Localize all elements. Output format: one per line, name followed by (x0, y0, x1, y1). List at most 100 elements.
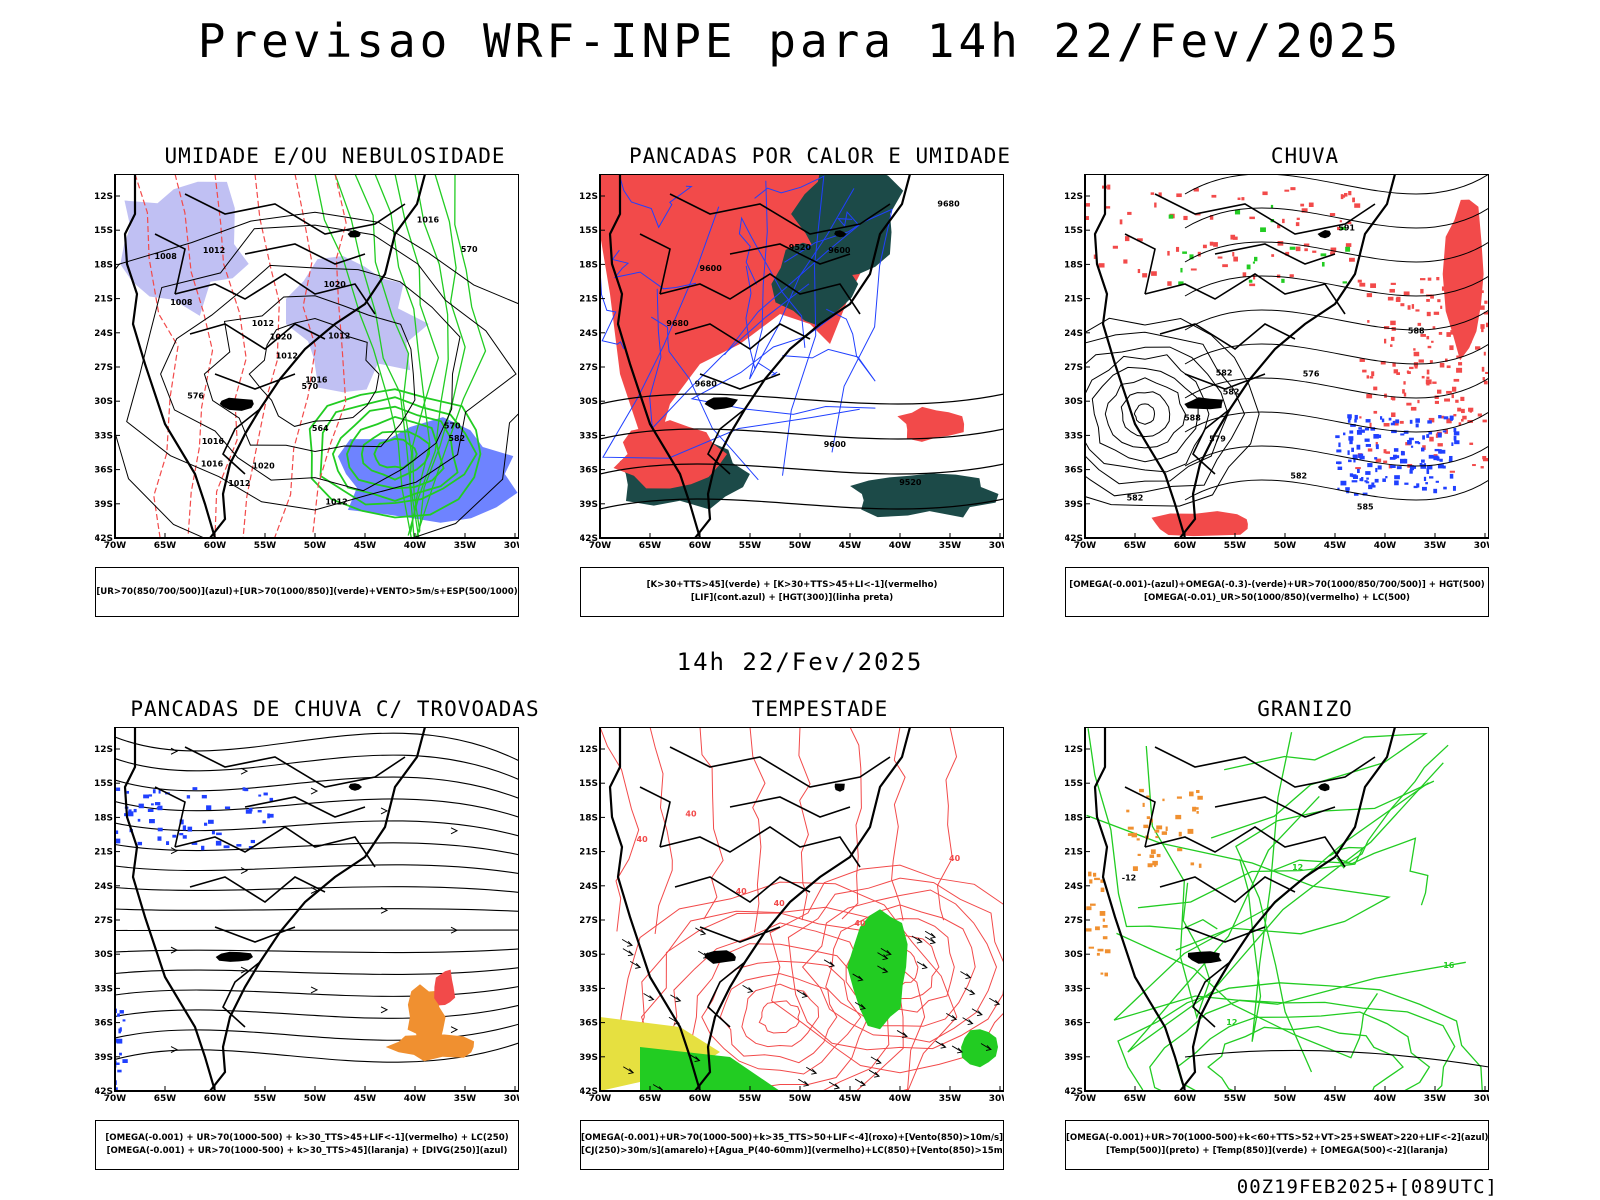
rain-speck (1417, 399, 1420, 404)
border-line (1159, 323, 1296, 350)
divergence-speck (133, 808, 137, 813)
lat-label: 12S (1065, 192, 1083, 202)
rain-speck (1340, 226, 1346, 230)
lat-label: 39S (1065, 1053, 1083, 1063)
omega-speck (1143, 824, 1149, 829)
contour-label: 40 (685, 810, 697, 819)
lon-label: 35W (939, 541, 962, 548)
panel-legend: [OMEGA(-0.001)+UR>70(1000-500)+k>35_TTS>… (580, 1120, 1004, 1170)
geopotential-contour (1120, 391, 1171, 438)
rain-speck (1369, 422, 1372, 428)
rain-speck (1421, 375, 1425, 379)
divergence-speck (182, 835, 187, 839)
rain-speck (1456, 367, 1463, 373)
rain-speck (1361, 429, 1365, 433)
geopotential-contour (1184, 343, 1489, 365)
wind-vector (854, 1078, 867, 1087)
panel-title: PANCADAS POR CALOR E UMIDADE (628, 144, 1011, 168)
lon-label: 40W (889, 541, 912, 548)
border-line (174, 273, 376, 315)
rain-speck (1233, 256, 1238, 262)
divergence-speck (215, 840, 222, 846)
rain-speck (1383, 423, 1390, 427)
rain-speck (1426, 335, 1430, 340)
rain-speck (1455, 399, 1459, 403)
rain-speck (1354, 414, 1358, 420)
rain-speck (1249, 216, 1255, 220)
lon-label: 55W (1224, 541, 1247, 548)
rain-speck (1472, 464, 1476, 467)
coastline (1179, 174, 1397, 538)
lif-contour (745, 265, 778, 376)
rain-speck (1349, 430, 1354, 434)
rain-speck (1453, 413, 1457, 417)
streamline-arrow (450, 926, 459, 934)
rain-speck (1423, 476, 1427, 482)
rain-speck (1450, 330, 1454, 335)
storm-area (407, 984, 446, 1054)
omega-speck (1175, 814, 1182, 820)
lake (834, 230, 847, 238)
rain-speck (1396, 455, 1400, 459)
wind-vector (695, 927, 707, 936)
rain-speck (1366, 375, 1370, 379)
lon-label: 35W (454, 1094, 477, 1101)
pressure-isobar (126, 224, 517, 511)
lat-label: 33S (580, 431, 598, 441)
lon-label: 55W (254, 541, 277, 548)
lon-label: 65W (1124, 541, 1147, 548)
lat-label: 27S (95, 363, 113, 373)
rain-speck (1193, 188, 1199, 192)
rain-speck (1468, 407, 1474, 412)
divergence-speck (115, 1038, 118, 1043)
streamline (115, 1023, 519, 1041)
rain-speck (1449, 473, 1454, 479)
rain-speck (1352, 454, 1358, 460)
rain-speck (1371, 482, 1375, 488)
lc850-contour (699, 727, 724, 920)
rain-speck (1415, 309, 1420, 312)
rain-speck (1359, 478, 1363, 482)
rain-speck (1438, 449, 1442, 454)
lc850-contour (841, 727, 862, 920)
rain-speck (1442, 430, 1447, 433)
rain-speck (1483, 351, 1486, 356)
temp850-contour (1235, 780, 1435, 1073)
instability-area (613, 420, 727, 489)
contour-label: 9520 (789, 243, 812, 252)
divergence-speck (223, 845, 230, 849)
lc850-contour (649, 727, 673, 934)
rain-speck (1461, 408, 1465, 414)
lc850-contour (936, 727, 958, 921)
lc850-contour (801, 889, 998, 1043)
green-contour (308, 388, 482, 519)
omega-speck (1150, 849, 1156, 854)
rain-speck (1381, 418, 1385, 423)
lon-label: 45W (1324, 541, 1347, 548)
lon-label: 30W (504, 541, 519, 548)
rain-speck (1391, 412, 1396, 417)
divergence-speck (143, 794, 150, 799)
wind-vector (935, 1040, 947, 1049)
contour-label: 570 (302, 382, 319, 391)
rain-speck (1429, 476, 1434, 479)
rain-speck (1365, 481, 1370, 484)
rain-speck (1426, 470, 1430, 474)
border-line (659, 273, 861, 315)
rain-speck (1390, 465, 1396, 468)
border-line (214, 373, 296, 390)
lat-label: 24S (580, 329, 598, 339)
map-granizo: -12 12 16 12 12S 15S 18S 21S 24S 27S 30S 33S 36S 39S 4… (1065, 727, 1489, 1101)
lon-label: 30W (989, 1094, 1004, 1101)
lat-label: 27S (1065, 363, 1083, 373)
rain-speck (1453, 431, 1460, 436)
rain-speck (1347, 419, 1351, 423)
divergence-speck (154, 802, 161, 806)
border-line (174, 826, 376, 868)
rain-speck (1419, 278, 1426, 281)
rain-speck (1392, 420, 1395, 425)
rain-speck (1456, 355, 1461, 359)
temp850-contour (1207, 1025, 1404, 1091)
rain-speck (1390, 344, 1393, 347)
panel-tempestade: TEMPESTADE 40 40 40 40 40 40 12S 15S 18S 21S 24S 27… (560, 697, 1060, 1187)
